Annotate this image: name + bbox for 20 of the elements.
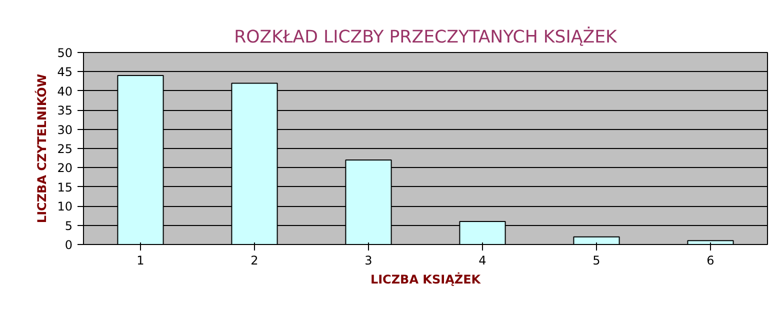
x-tick-label: 6 (706, 254, 714, 268)
y-tick-label: 40 (57, 84, 73, 98)
y-tick-label: 15 (57, 180, 73, 194)
y-tick-label: 20 (57, 161, 73, 176)
y-tick-label: 50 (57, 46, 73, 60)
y-tick-label: 0 (64, 238, 73, 252)
x-tick-label: 1 (136, 254, 144, 268)
chart-title: ROZKŁAD LICZBY PRZECZYTANYCH KSIĄŻEK (234, 26, 618, 48)
y-tick-label: 25 (57, 142, 73, 156)
y-tick-label: 30 (57, 122, 73, 137)
x-tick-label: 3 (364, 254, 372, 268)
x-tick-label: 4 (478, 254, 486, 268)
y-tick-label: 10 (57, 200, 73, 214)
x-axis-title: LICZBA KSIĄŻEK (370, 272, 482, 286)
y-tick-label: 45 (57, 65, 73, 80)
y-tick-label: 5 (64, 218, 73, 233)
x-tick-label: 2 (250, 254, 258, 268)
x-tick-label: 5 (592, 254, 600, 268)
y-axis-title: LICZBA CZYTELNIKÓW (34, 74, 50, 224)
y-tick-label: 35 (57, 104, 73, 118)
